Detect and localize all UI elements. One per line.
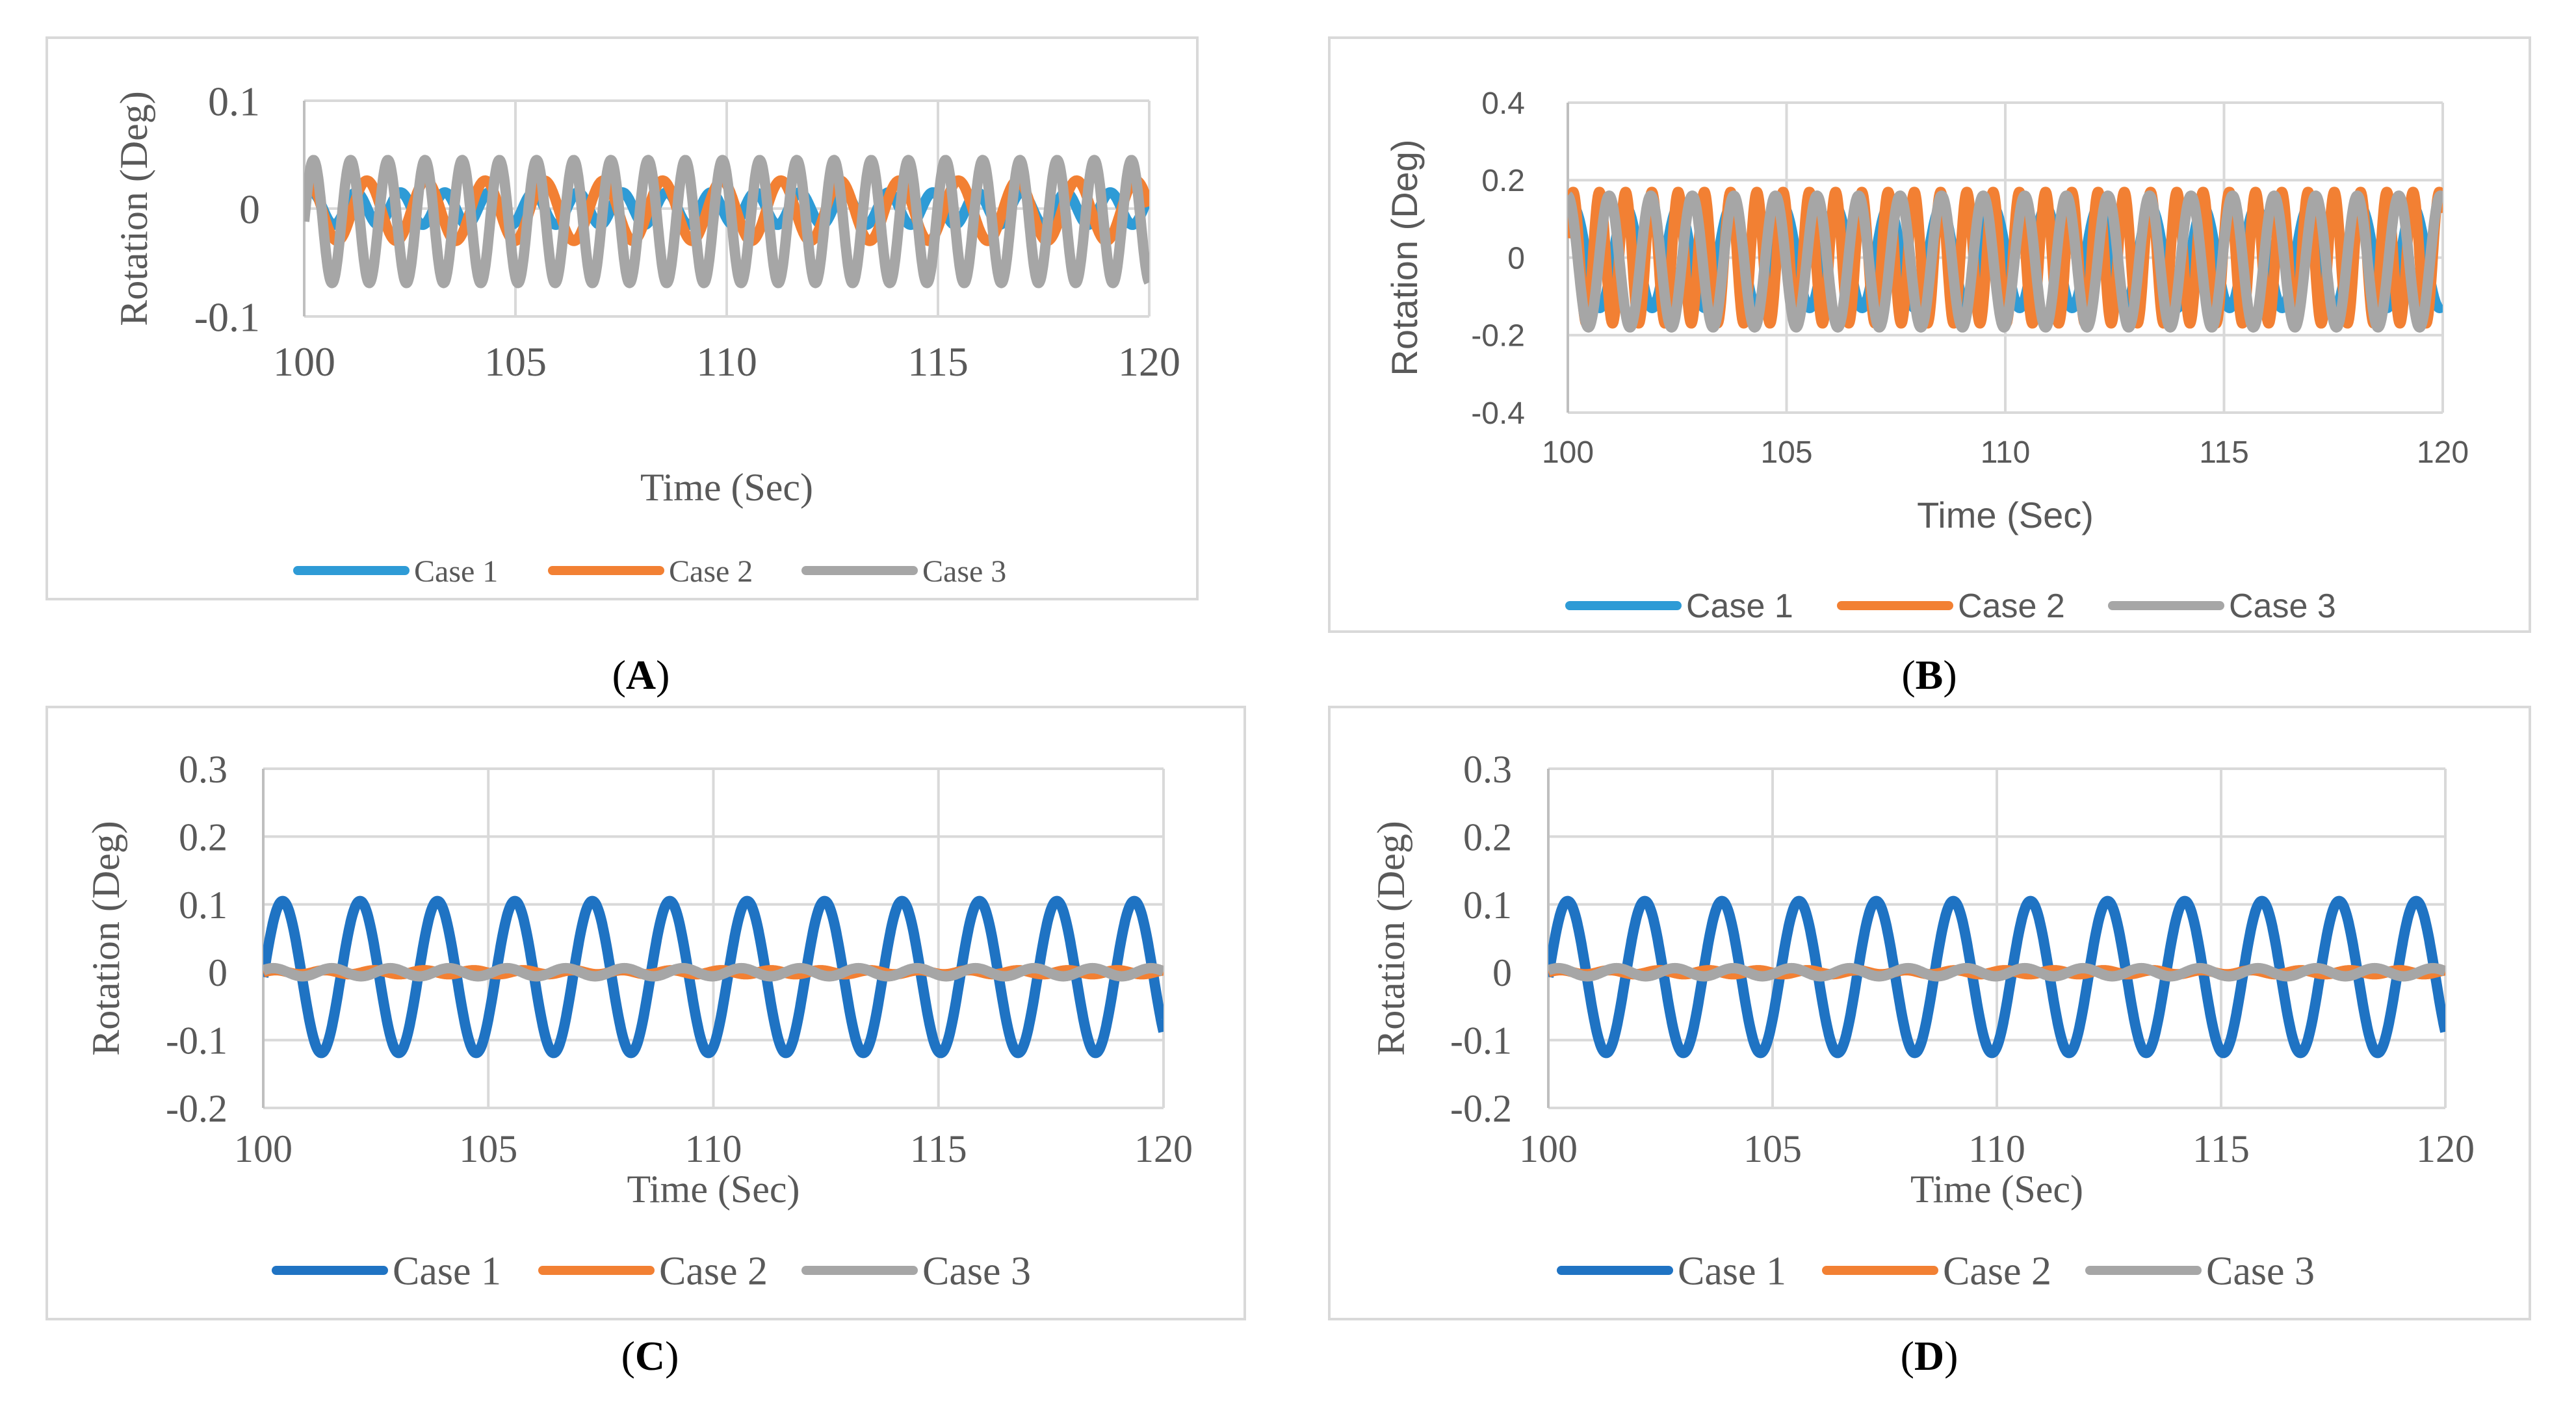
legend-label: Case 1 [414, 554, 498, 589]
y-tick-label: -0.2 [1450, 1087, 1512, 1130]
x-tick-label: 120 [2416, 1127, 2475, 1170]
x-tick-label: 120 [1118, 339, 1180, 385]
panel-caption: (C) [621, 1333, 679, 1379]
x-tick-label: 100 [273, 339, 335, 385]
series-line-case-3 [304, 155, 1149, 289]
y-tick-label: -0.2 [1471, 319, 1525, 353]
y-tick-label: -0.1 [166, 1020, 228, 1062]
x-axis-title: Time (Sec) [627, 1168, 800, 1211]
legend-label: Case 3 [2206, 1250, 2315, 1294]
caption-paren-close: ) [1943, 652, 1957, 698]
panel-d: 100 105 110 115 120 0.3 0.2 0.1 0 -0.1 -0.2 Rotatio… [1328, 706, 2531, 1379]
y-tick-label: -0.1 [194, 294, 260, 340]
x-tick-label: 105 [459, 1127, 517, 1170]
legend-label: Case 2 [669, 554, 753, 589]
y-tick-label: 0 [1507, 241, 1525, 276]
x-tick-label: 110 [1981, 435, 2031, 470]
x-tick-label: 110 [696, 339, 757, 385]
x-axis-title: Time (Sec) [1917, 495, 2094, 535]
series-line-case-1 [1548, 895, 2445, 1059]
series-group [1548, 895, 2445, 1059]
caption-letter: C [635, 1333, 665, 1379]
series-line-case-1 [263, 895, 1164, 1059]
caption-paren-close: ) [665, 1333, 679, 1379]
y-tick-label: 0.2 [1481, 164, 1525, 198]
x-tick-label: 115 [907, 339, 969, 385]
x-tick-label: 115 [2199, 435, 2249, 470]
caption-paren-open: ( [621, 1333, 635, 1379]
y-tick-label: 0 [239, 186, 260, 232]
caption-letter: B [1916, 652, 1944, 698]
y-tick-label: 0.2 [1463, 816, 1512, 858]
legend-label: Case 2 [1958, 587, 2065, 625]
y-tick-label: -0.2 [166, 1087, 228, 1130]
caption-paren-close: ) [656, 652, 670, 698]
series-group [1568, 186, 2443, 333]
x-tick-label: 100 [234, 1127, 293, 1170]
y-tick-label: 0.1 [1463, 884, 1512, 927]
y-tick-label: -0.1 [1450, 1020, 1512, 1062]
panel-a: 100 105 110 115 120 0.1 0 -0.1 Rotation (Deg) Tim… [46, 36, 1199, 698]
caption-letter: A [626, 652, 656, 698]
series-line-case-3 [1568, 190, 2443, 333]
caption-paren-open: ( [612, 652, 626, 698]
x-tick-label: 100 [1519, 1127, 1578, 1170]
x-axis-title: Time (Sec) [640, 466, 813, 509]
legend-label: Case 1 [1686, 587, 1793, 625]
x-tick-label: 120 [2417, 435, 2469, 470]
x-tick-label: 115 [910, 1127, 967, 1170]
y-axis-title: Rotation (Deg) [112, 91, 155, 326]
caption-paren-open: ( [1901, 652, 1915, 698]
x-tick-label: 105 [1743, 1127, 1802, 1170]
panel-caption: (A) [612, 652, 670, 698]
y-tick-label: 0.3 [179, 748, 228, 791]
chart-frame [46, 36, 1199, 600]
caption-paren-close: ) [1944, 1333, 1958, 1379]
legend-label: Case 2 [1943, 1250, 2051, 1294]
x-tick-label: 100 [1542, 435, 1594, 470]
y-tick-label: -0.4 [1471, 396, 1525, 431]
x-tick-label: 105 [1760, 435, 1812, 470]
legend-label: Case 3 [922, 1250, 1031, 1294]
y-axis-title: Rotation (Deg) [85, 821, 127, 1056]
y-tick-label: 0.3 [1463, 748, 1512, 791]
panel-caption: (D) [1901, 1333, 1958, 1379]
y-tick-label: 0 [208, 951, 228, 994]
legend-label: Case 1 [393, 1250, 501, 1294]
x-tick-label: 110 [685, 1127, 742, 1170]
y-tick-label: 0.2 [179, 816, 228, 858]
panel-b: 100 105 110 115 120 0.4 0.2 0 -0.2 -0.4 Rotation (… [1328, 36, 2531, 698]
y-tick-label: 0.1 [208, 78, 260, 124]
y-tick-label: 0 [1492, 951, 1512, 994]
legend-label: Case 3 [2229, 587, 2336, 625]
caption-paren-open: ( [1901, 1333, 1914, 1379]
panel-c: 100 105 110 115 120 0.3 0.2 0.1 0 -0.1 -0.2 Rotatio… [46, 706, 1246, 1379]
y-axis-title: Rotation (Deg) [1370, 821, 1412, 1056]
series-group [304, 155, 1149, 289]
x-tick-label: 115 [2192, 1127, 2250, 1170]
series-line-case-3 [1548, 962, 2445, 982]
x-tick-label: 120 [1134, 1127, 1193, 1170]
panel-caption: (B) [1901, 652, 1957, 698]
x-axis-title: Time (Sec) [1910, 1168, 2083, 1211]
caption-letter: D [1914, 1333, 1944, 1379]
legend-label: Case 1 [1678, 1250, 1786, 1294]
y-axis-title: Rotation (Deg) [1384, 139, 1425, 376]
x-tick-label: 110 [1968, 1127, 2025, 1170]
series-group [263, 895, 1164, 1059]
x-tick-label: 105 [484, 339, 547, 385]
legend-label: Case 2 [659, 1250, 768, 1294]
y-tick-label: 0.4 [1481, 86, 1525, 121]
y-tick-label: 0.1 [179, 884, 228, 927]
legend-label: Case 3 [922, 554, 1006, 589]
series-line-case-3 [263, 962, 1164, 982]
